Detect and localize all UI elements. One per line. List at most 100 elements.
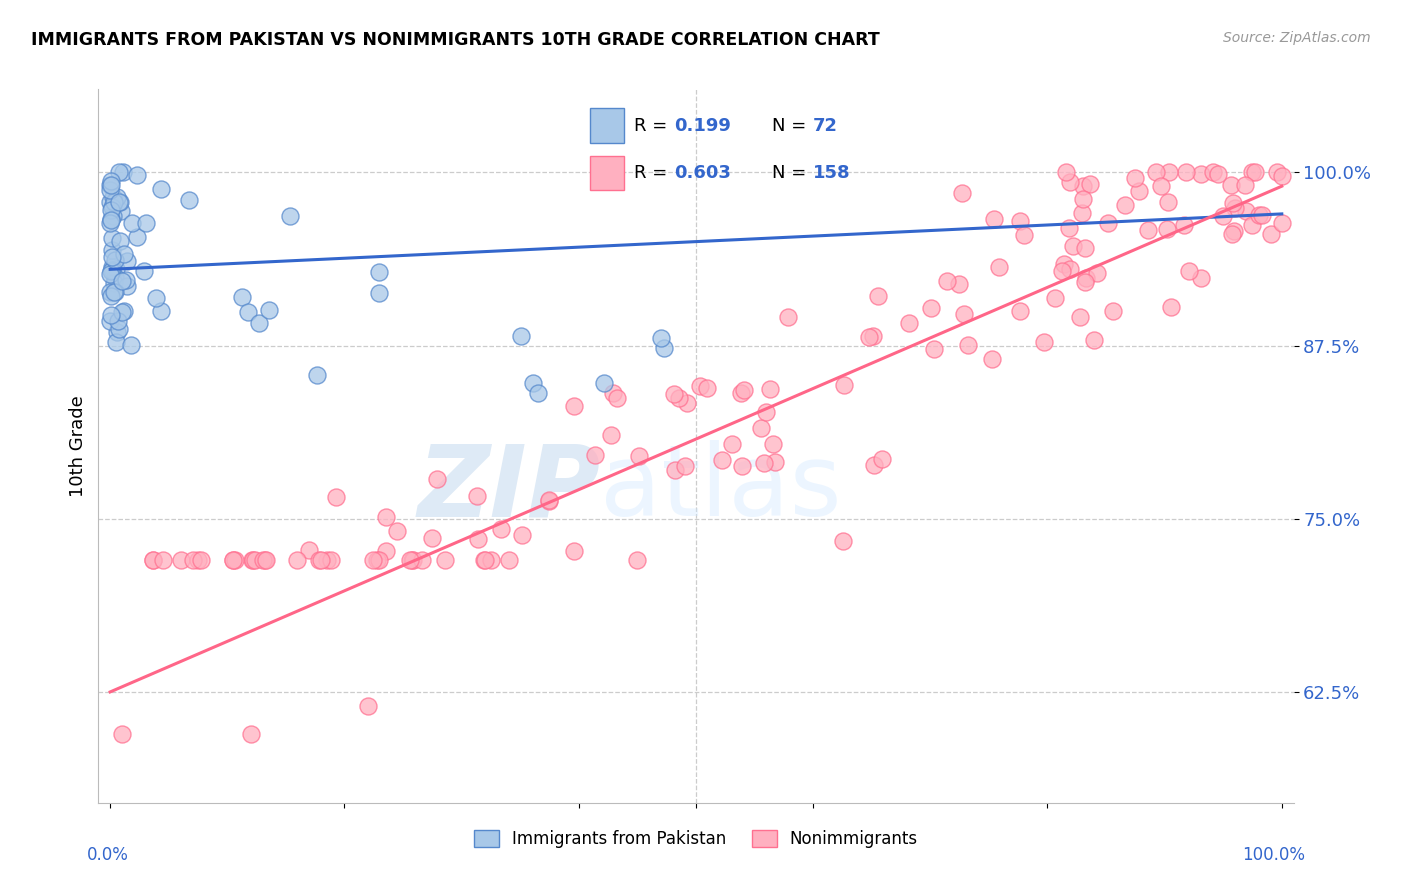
Point	[115, 279, 138, 293]
Point	[145, 291, 167, 305]
Point	[1010, 304, 1032, 318]
Point	[689, 378, 711, 392]
Point	[221, 553, 243, 567]
Point	[562, 544, 585, 558]
Point	[1114, 198, 1136, 212]
Point	[1234, 203, 1257, 218]
Point	[107, 314, 129, 328]
Point	[285, 553, 308, 567]
Point	[401, 553, 423, 567]
Point	[100, 308, 122, 322]
Point	[1083, 333, 1105, 347]
Point	[309, 553, 332, 567]
Point	[1045, 291, 1067, 305]
Point	[920, 301, 942, 316]
Point	[710, 453, 733, 467]
Point	[98, 216, 121, 230]
Point	[367, 553, 389, 567]
Point	[1241, 165, 1264, 179]
Point	[115, 272, 138, 286]
Point	[868, 289, 890, 303]
Point	[762, 437, 785, 451]
Legend: Immigrants from Pakistan, Nonimmigrants: Immigrants from Pakistan, Nonimmigrants	[467, 823, 925, 855]
Point	[509, 329, 531, 343]
Point	[862, 328, 884, 343]
Point	[127, 230, 149, 244]
Point	[103, 276, 125, 290]
Point	[1233, 178, 1256, 192]
Point	[1137, 222, 1160, 236]
Text: R =: R =	[634, 117, 673, 135]
Point	[1240, 218, 1263, 232]
Point	[103, 252, 125, 267]
Point	[721, 437, 744, 451]
Point	[935, 274, 957, 288]
Point	[363, 553, 385, 567]
Text: Source: ZipAtlas.com: Source: ZipAtlas.com	[1223, 31, 1371, 45]
Point	[98, 194, 121, 209]
Point	[664, 463, 686, 477]
Point	[149, 182, 172, 196]
Point	[1080, 177, 1102, 191]
Point	[626, 553, 648, 567]
Point	[177, 193, 200, 207]
Point	[142, 553, 165, 567]
Point	[375, 510, 398, 524]
Point	[181, 553, 204, 567]
Point	[983, 212, 1005, 227]
Point	[1074, 241, 1097, 255]
Point	[489, 522, 512, 536]
Point	[257, 303, 280, 318]
Point	[142, 553, 165, 567]
Point	[108, 194, 131, 209]
Point	[307, 368, 329, 383]
Point	[1059, 175, 1081, 189]
Point	[755, 405, 778, 419]
Point	[510, 528, 533, 542]
Point	[98, 183, 121, 197]
Point	[763, 455, 786, 469]
Point	[1150, 179, 1173, 194]
Point	[922, 342, 945, 356]
Point	[325, 490, 347, 504]
Point	[479, 553, 502, 567]
Point	[583, 448, 606, 462]
Point	[751, 421, 773, 435]
Point	[368, 285, 391, 300]
Point	[231, 289, 253, 303]
Point	[600, 427, 623, 442]
Text: IMMIGRANTS FROM PAKISTAN VS NONIMMIGRANTS 10TH GRADE CORRELATION CHART: IMMIGRANTS FROM PAKISTAN VS NONIMMIGRANT…	[31, 31, 880, 49]
Point	[474, 553, 496, 567]
Point	[426, 472, 449, 486]
Point	[100, 174, 122, 188]
Point	[1144, 165, 1167, 179]
Text: N =: N =	[772, 164, 813, 182]
Point	[104, 285, 127, 300]
Point	[1012, 227, 1035, 242]
Point	[98, 267, 121, 281]
Point	[832, 534, 855, 549]
Point	[101, 190, 124, 204]
Point	[278, 209, 301, 223]
Point	[627, 449, 650, 463]
Point	[832, 378, 855, 392]
Point	[1062, 238, 1084, 252]
Text: 0.603: 0.603	[675, 164, 731, 182]
Point	[105, 325, 128, 339]
Point	[111, 305, 134, 319]
Point	[1220, 227, 1243, 241]
Point	[778, 310, 800, 324]
Point	[752, 456, 775, 470]
Point	[650, 331, 672, 345]
Point	[1260, 227, 1282, 242]
Point	[399, 553, 422, 567]
Point	[100, 289, 122, 303]
Point	[224, 553, 246, 567]
Point	[758, 382, 780, 396]
Bar	[591, 108, 624, 144]
Point	[111, 165, 134, 179]
Point	[100, 202, 122, 217]
Point	[110, 203, 132, 218]
Point	[1206, 167, 1229, 181]
Point	[1159, 165, 1181, 179]
